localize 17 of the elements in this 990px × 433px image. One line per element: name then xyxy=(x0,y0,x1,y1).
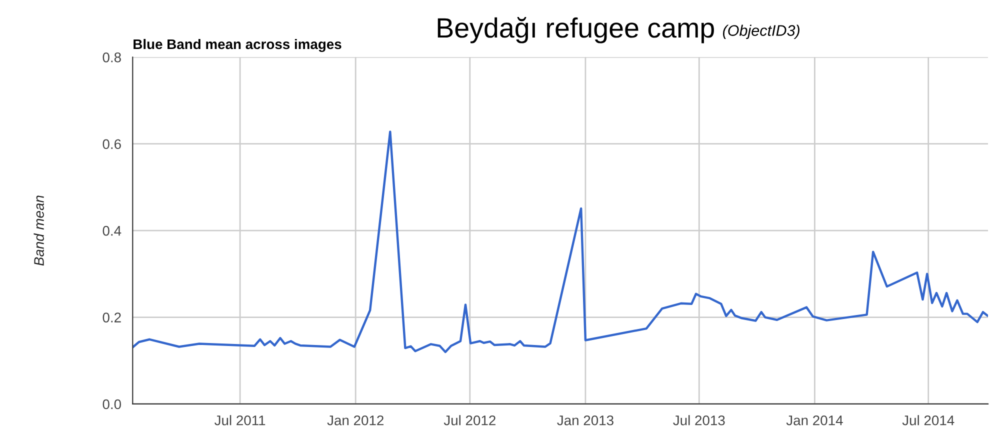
x-tick-label: Jan 2012 xyxy=(327,415,384,426)
y-axis-title: Band mean xyxy=(34,196,44,266)
y-tick-label: 0.2 xyxy=(102,312,121,322)
x-tick-label: Jan 2013 xyxy=(557,415,614,426)
x-tick-label: Jan 2014 xyxy=(786,415,843,426)
x-tick-label: Jul 2014 xyxy=(902,415,954,426)
y-tick-label: 0.6 xyxy=(102,139,121,150)
y-tick-label: 0.0 xyxy=(102,399,122,410)
x-tick-label: Jul 2013 xyxy=(673,415,725,426)
line-series xyxy=(132,130,988,354)
x-tick-label: Jul 2011 xyxy=(214,415,266,426)
chart-title: Blue Band mean across images xyxy=(134,38,342,52)
y-tick-label: 0.8 xyxy=(102,52,121,62)
x-tick-label: Jul 2012 xyxy=(444,415,496,426)
y-tick-label: 0.4 xyxy=(102,226,122,236)
chart-subtitle: Beydağı refugee camp xyxy=(438,17,714,44)
text: (ObjectID3) xyxy=(722,24,800,39)
